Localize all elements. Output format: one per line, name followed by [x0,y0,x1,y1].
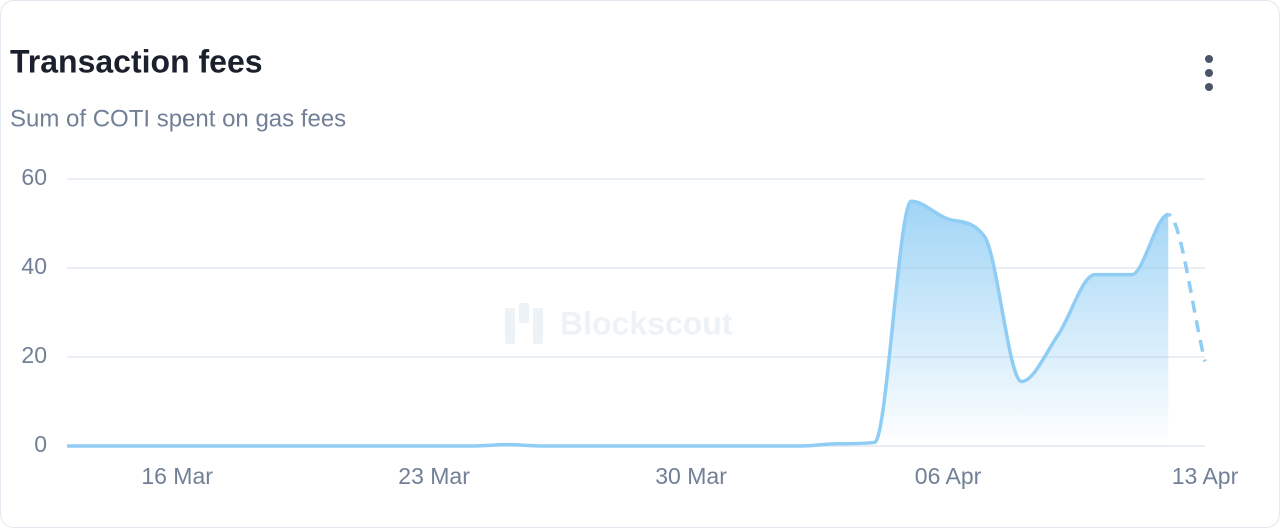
menu-button[interactable] [1205,55,1213,91]
line [66,199,1169,448]
y-tick-label: 60 [21,164,47,190]
area [67,201,1169,447]
watermark: Blockscout [560,305,733,341]
y-tick-label: 40 [21,253,47,279]
menu-dot [1205,55,1213,63]
chart-title: Transaction fees [10,43,263,79]
watermark-icon [505,303,543,344]
chart-subtitle: Sum of COTI spent on gas fees [10,105,346,132]
x-tick-label: 13 Apr [1172,463,1239,489]
menu-dot [1205,69,1213,77]
x-tick-label: 23 Mar [398,463,470,489]
x-tick-label: 30 Mar [655,463,727,489]
menu-dot [1205,83,1213,91]
y-tick-label: 0 [34,431,47,457]
x-tick-label: 06 Apr [915,463,982,489]
x-tick-label: 16 Mar [141,463,213,489]
y-tick-label: 20 [21,342,47,368]
